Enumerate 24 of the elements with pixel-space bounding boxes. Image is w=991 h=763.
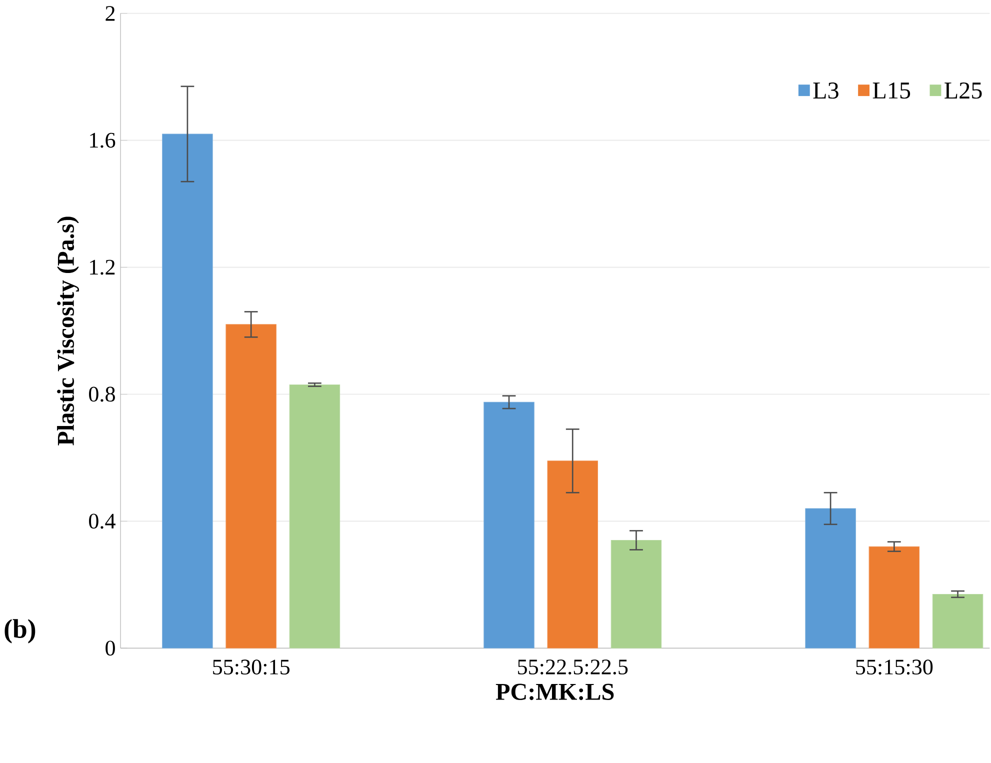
bar: [932, 594, 984, 648]
y-tick-label: 1.2: [90, 260, 115, 275]
bar: [868, 546, 920, 648]
legend-label: L3: [813, 82, 838, 99]
legend-label: L25: [944, 82, 982, 99]
y-tick-label: 0.4: [89, 514, 116, 529]
y-tick-label: 0.8: [89, 386, 115, 402]
bar: [162, 134, 213, 648]
y-axis-title: Plastic Viscosity (Pa.s): [57, 216, 79, 446]
x-tick-label: 55:15:30: [856, 659, 933, 674]
bar: [547, 460, 598, 648]
bar: [484, 402, 534, 648]
text: (b): [4, 618, 36, 644]
x-tick-label: 55:30:15: [213, 659, 290, 674]
bar: [805, 508, 856, 648]
x-tick-label: 55:22.5:22.5: [518, 659, 628, 674]
y-tick-label: 0: [106, 640, 115, 656]
bar: [610, 540, 662, 648]
y-tick-label: 1.6: [90, 132, 116, 148]
legend-label: L15: [872, 82, 910, 99]
y-tick-label: 2: [106, 6, 115, 21]
x-axis-title: PC:MK:LS: [496, 684, 614, 700]
bar: [226, 324, 276, 648]
bar: [289, 384, 340, 648]
